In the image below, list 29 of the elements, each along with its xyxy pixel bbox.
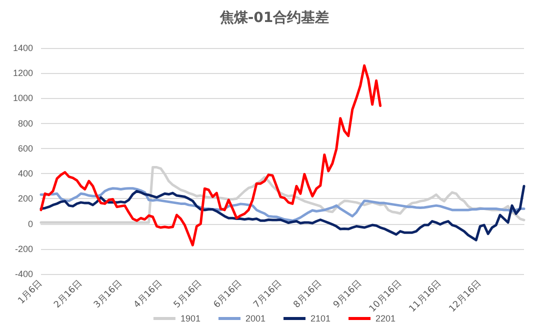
- y-tick-label: 400: [18, 168, 33, 179]
- x-tick-label: 3月16日: [92, 278, 124, 310]
- y-tick-label: 1200: [12, 68, 33, 78]
- legend-label: 2101: [310, 314, 331, 324]
- y-tick-label: -400: [14, 269, 33, 279]
- chart-title: 焦煤-01合约基差: [218, 10, 330, 26]
- line-series: [40, 184, 526, 242]
- legend-label: 2201: [376, 314, 396, 324]
- x-tick-label: 4月16日: [132, 278, 164, 310]
- y-tick-label: 600: [18, 143, 33, 154]
- x-tick-label: 12月16日: [448, 278, 484, 314]
- x-tick-label: 1月6日: [16, 278, 45, 306]
- y-tick-label: 800: [18, 118, 33, 128]
- x-tick-label: 11月16日: [408, 278, 444, 314]
- x-tick-label: 7月16日: [252, 278, 284, 310]
- y-tick-label: 1000: [12, 93, 33, 104]
- x-tick-label: 8月16日: [292, 278, 324, 310]
- x-tick-label: 6月16日: [212, 278, 244, 310]
- x-tick-label: 2月16日: [52, 278, 84, 310]
- x-tick-label: 9月16日: [332, 278, 364, 310]
- y-tick-label: 0: [28, 218, 33, 229]
- x-tick-label: 10月16日: [368, 278, 404, 314]
- y-tick-label: -200: [14, 244, 33, 254]
- x-tick-label: 5月16日: [172, 278, 204, 310]
- y-tick-label: 1400: [12, 43, 33, 53]
- legend-label: 1901: [180, 314, 200, 324]
- line-series: [40, 64, 382, 246]
- legend-label: 2001: [245, 314, 266, 324]
- y-tick-label: 200: [18, 194, 33, 204]
